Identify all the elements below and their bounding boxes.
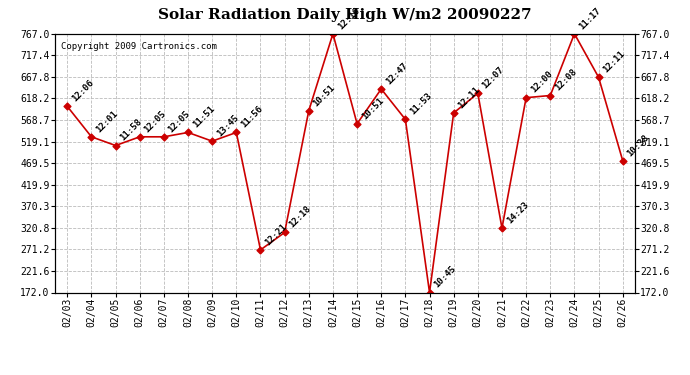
Point: [134, 134, 145, 140]
Text: 12:08: 12:08: [553, 68, 578, 93]
Text: 11:56: 11:56: [239, 104, 264, 130]
Text: 11:53: 11:53: [408, 91, 433, 117]
Point: [230, 129, 241, 135]
Text: 10:45: 10:45: [433, 264, 457, 290]
Text: 12:18: 12:18: [288, 204, 313, 230]
Text: 12:00: 12:00: [529, 69, 554, 95]
Text: 12:47: 12:47: [384, 61, 409, 86]
Text: 10:38: 10:38: [626, 133, 651, 158]
Point: [520, 94, 531, 100]
Point: [86, 134, 97, 140]
Text: 12:07: 12:07: [481, 65, 506, 90]
Point: [497, 225, 508, 231]
Text: Solar Radiation Daily High W/m2 20090227: Solar Radiation Daily High W/m2 20090227: [158, 8, 532, 21]
Text: 12:06: 12:06: [70, 78, 95, 104]
Point: [62, 104, 73, 110]
Point: [159, 134, 170, 140]
Text: 11:51: 11:51: [191, 104, 216, 130]
Text: 12:01: 12:01: [95, 109, 119, 134]
Text: 10:51: 10:51: [312, 82, 337, 108]
Point: [255, 247, 266, 253]
Text: 14:23: 14:23: [505, 200, 530, 225]
Point: [400, 116, 411, 122]
Point: [351, 121, 363, 127]
Text: 13:45: 13:45: [215, 113, 240, 138]
Point: [448, 110, 460, 116]
Text: 12:11: 12:11: [457, 85, 482, 110]
Text: 12:05: 12:05: [143, 109, 168, 134]
Point: [327, 31, 338, 37]
Point: [375, 86, 386, 92]
Text: 12:21: 12:21: [264, 222, 288, 247]
Point: [593, 74, 604, 80]
Point: [569, 31, 580, 37]
Text: Copyright 2009 Cartronics.com: Copyright 2009 Cartronics.com: [61, 42, 217, 51]
Text: 12:11: 12:11: [602, 49, 627, 75]
Text: 12:16: 12:16: [336, 6, 361, 31]
Text: 11:17: 11:17: [578, 6, 602, 31]
Point: [110, 142, 121, 148]
Point: [207, 138, 218, 144]
Text: 10:51: 10:51: [360, 96, 385, 121]
Point: [182, 129, 193, 135]
Point: [279, 230, 290, 236]
Point: [545, 93, 556, 99]
Point: [617, 158, 628, 164]
Point: [424, 290, 435, 296]
Point: [303, 108, 314, 114]
Point: [472, 90, 483, 96]
Text: 12:05: 12:05: [167, 109, 192, 134]
Text: 11:58: 11:58: [119, 117, 144, 143]
